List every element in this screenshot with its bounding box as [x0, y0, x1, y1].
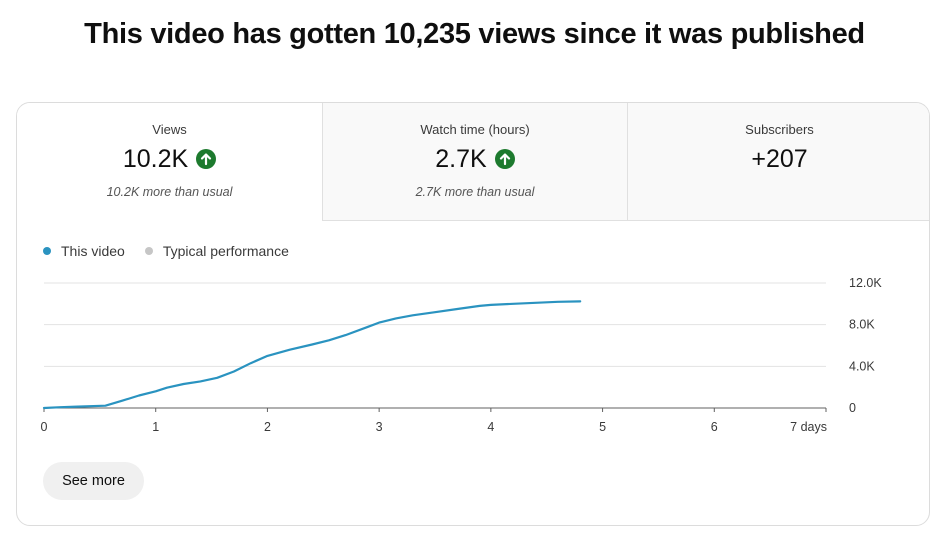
series-line-this-video	[42, 300, 582, 410]
x-tick-label: 7 days	[790, 420, 827, 434]
tab-watch-time-label: Watch time (hours)	[420, 122, 530, 137]
tab-views-label: Views	[152, 122, 187, 137]
x-tick-label: 5	[599, 420, 606, 434]
tab-subscribers[interactable]: Subscribers +207	[627, 103, 929, 221]
legend-item-typical[interactable]: Typical performance	[144, 243, 289, 259]
x-tick-label: 1	[152, 420, 159, 434]
tab-watch-time[interactable]: Watch time (hours) 2.7K 2.7K more than u…	[322, 103, 627, 221]
page-headline: This video has gotten 10,235 views since…	[84, 18, 865, 50]
y-tick-label: 0	[849, 401, 856, 415]
views-line-chart: 0 4.0K 8.0K 12.0K 0 1 2 3 4 5 6 7 days	[41, 276, 883, 434]
tab-views-note: 10.2K more than usual	[106, 185, 233, 199]
tab-subscribers-value: +207	[751, 145, 808, 173]
up-arrow-icon	[196, 149, 217, 169]
metric-tabs: Views 10.2K 10.2K more than usual Watch …	[17, 103, 929, 221]
views-summary-card: Views 10.2K 10.2K more than usual Watch …	[16, 102, 930, 526]
x-tick-label: 4	[487, 420, 494, 434]
legend-label-typical: Typical performance	[162, 243, 289, 259]
x-tick-label: 0	[41, 420, 48, 434]
tab-views-value: 10.2K	[122, 145, 189, 173]
x-tick-label: 2	[264, 420, 271, 434]
see-more-button[interactable]: See more	[43, 462, 144, 500]
y-tick-label: 12.0K	[849, 276, 882, 290]
tab-watch-time-note: 2.7K more than usual	[415, 185, 535, 199]
x-tick-label: 3	[376, 420, 383, 434]
y-tick-label: 8.0K	[849, 318, 875, 332]
x-tick-label: 6	[711, 420, 718, 434]
legend-dot-typical	[144, 247, 153, 255]
legend-label-this-video: This video	[61, 243, 125, 259]
chart-legend: This video Typical performance	[43, 243, 309, 259]
legend-dot-this-video	[43, 247, 51, 255]
up-arrow-icon	[494, 149, 515, 169]
legend-item-this-video[interactable]: This video	[43, 243, 125, 259]
y-tick-label: 4.0K	[849, 359, 875, 373]
tab-watch-time-value: 2.7K	[435, 145, 487, 173]
tab-views[interactable]: Views 10.2K 10.2K more than usual	[17, 103, 322, 221]
tab-subscribers-label: Subscribers	[745, 122, 814, 137]
